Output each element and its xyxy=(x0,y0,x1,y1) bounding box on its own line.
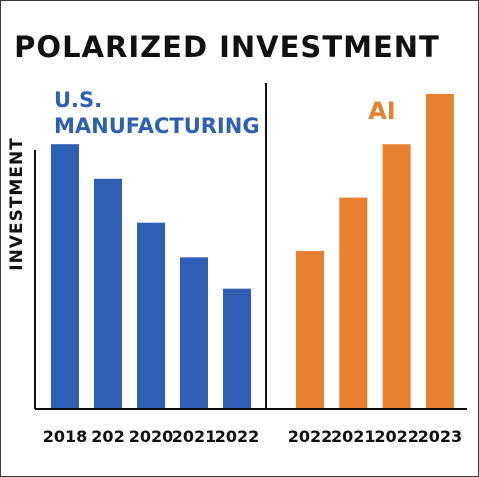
panel-label-us-manufacturing: U.S. MANUFACTURING xyxy=(54,88,260,138)
x-tick-label-us-manufacturing-5: 2022 xyxy=(215,427,260,446)
x-tick-label-us-manufacturing-3: 2020 xyxy=(129,427,174,446)
y-axis-label: INVESTMENT xyxy=(7,137,27,271)
x-tick-label-ai-3: 2022 xyxy=(374,427,419,446)
x-tick-label-us-manufacturing-1: 2018 xyxy=(43,427,88,446)
bar-ai-2 xyxy=(339,197,368,408)
bar-ai-4 xyxy=(425,94,454,408)
x-tick-label-ai-1: 2022 xyxy=(288,427,333,446)
bar-us-manufacturing-4 xyxy=(180,257,208,408)
chart-title: POLARIZED INVESTMENT xyxy=(14,30,440,64)
bar-ai-1 xyxy=(296,251,324,408)
bar-us-manufacturing-3 xyxy=(137,222,165,408)
bar-ai-3 xyxy=(382,144,411,408)
x-tick-label-ai-4: 2023 xyxy=(418,427,463,446)
panel-label-ai: AI xyxy=(368,97,396,125)
x-tick-label-ai-2: 2021 xyxy=(331,427,376,446)
bar-us-manufacturing-2 xyxy=(94,178,122,408)
x-tick-label-us-manufacturing-4: 2021 xyxy=(172,427,217,446)
bar-us-manufacturing-5 xyxy=(223,288,251,408)
x-tick-label-us-manufacturing-2: 202 xyxy=(91,427,124,446)
bar-us-manufacturing-1 xyxy=(51,144,79,408)
